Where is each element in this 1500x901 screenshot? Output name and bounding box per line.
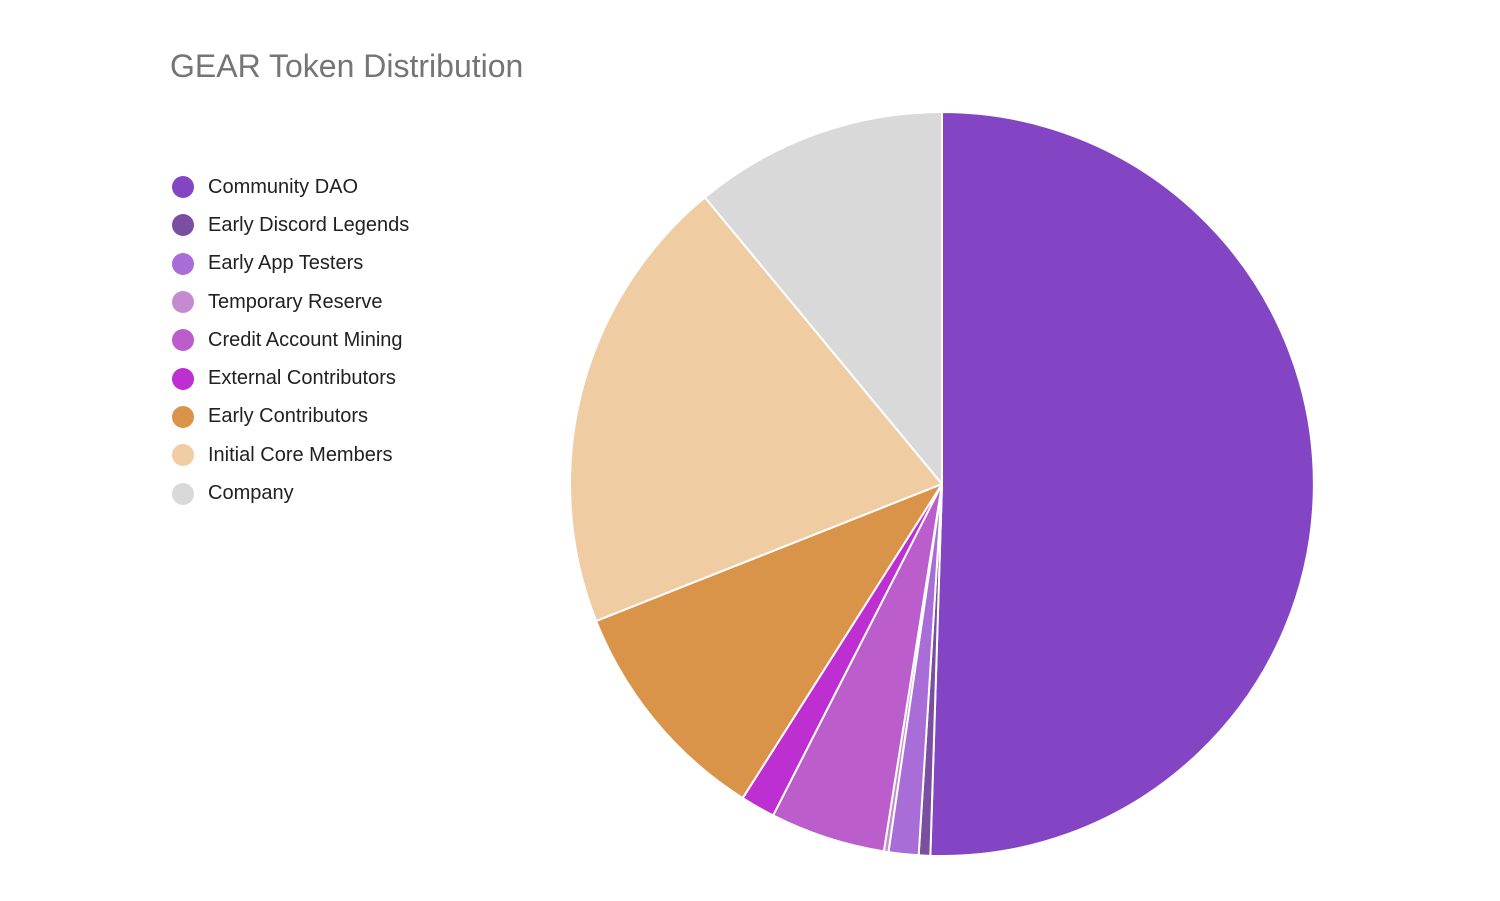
legend-label: External Contributors	[208, 367, 396, 390]
legend-swatch	[172, 291, 194, 314]
legend-item: Community DAO	[172, 168, 409, 206]
legend-item: Company	[172, 474, 409, 512]
pie-slice[interactable]	[703, 111, 943, 485]
legend-item: Temporary Reserve	[172, 283, 409, 321]
legend-label: Community DAO	[208, 175, 359, 198]
legend-swatch	[172, 214, 194, 237]
legend-swatch	[172, 444, 194, 467]
legend-swatch	[172, 252, 194, 275]
legend-item: Early App Testers	[172, 245, 409, 283]
legend-item: Early Contributors	[172, 398, 409, 436]
chart-title: GEAR Token Distribution	[170, 48, 524, 84]
legend-swatch	[172, 405, 194, 428]
legend-label: Credit Account Mining	[208, 328, 403, 351]
legend-label: Temporary Reserve	[208, 290, 383, 313]
legend-label: Initial Core Members	[208, 443, 393, 466]
legend-swatch	[172, 176, 194, 199]
pie-slice[interactable]	[568, 196, 943, 622]
legend-item: External Contributors	[172, 359, 409, 397]
legend-label: Company	[208, 482, 294, 505]
pie-slice[interactable]	[595, 483, 943, 800]
legend-label: Early App Testers	[208, 252, 364, 275]
legend-item: Credit Account Mining	[172, 321, 409, 359]
legend-swatch	[172, 329, 194, 352]
legend-item: Initial Core Members	[172, 436, 409, 474]
legend-label: Early Contributors	[208, 405, 369, 428]
legend-swatch	[172, 367, 194, 390]
legend-swatch	[172, 482, 194, 505]
legend: Community DAO Early Discord Legends Early …	[172, 168, 409, 513]
pie-slice[interactable]	[929, 111, 1315, 857]
legend-item: Early Discord Legends	[172, 206, 409, 244]
legend-label: Early Discord Legends	[208, 213, 410, 236]
